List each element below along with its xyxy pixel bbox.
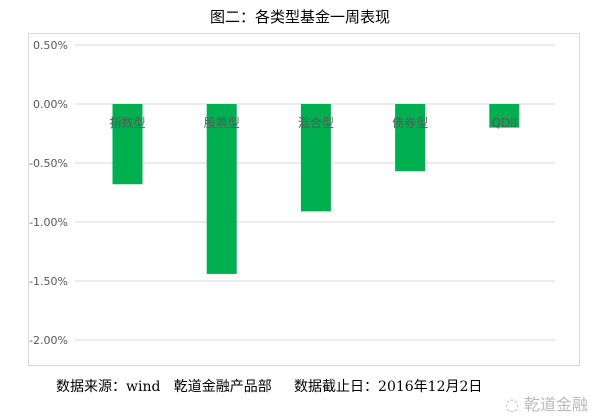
x-tick-label: QDII xyxy=(491,116,517,130)
bar-1 xyxy=(206,104,237,274)
y-tick-label: 0.50% xyxy=(33,39,68,52)
bar-4 xyxy=(489,104,520,128)
watermark-logo: ◌ 乾道金融 xyxy=(505,395,589,414)
y-tick-label: -1.00% xyxy=(29,216,68,229)
bar-3 xyxy=(395,104,426,172)
x-tick-label: 混合型 xyxy=(298,115,334,130)
y-tick-label: -1.50% xyxy=(29,275,68,288)
watermark-text: 乾道金融 xyxy=(524,395,589,414)
y-tick-label: 0.00% xyxy=(33,98,68,111)
chart-frame xyxy=(28,33,580,366)
x-tick-label: 指数型 xyxy=(109,115,145,130)
chart-title: 图二：各类型基金一周表现 xyxy=(209,8,390,26)
x-tick-label: 股票型 xyxy=(204,116,240,130)
x-tick-label: 债券型 xyxy=(392,115,428,130)
bar-0 xyxy=(112,104,143,185)
source-note: 数据来源：wind 乾道金融产品部 数据截止日：2016年12月2日 xyxy=(56,379,483,395)
y-tick-label: -0.50% xyxy=(29,157,68,170)
bar-2 xyxy=(300,104,331,212)
y-tick-label: -2.00% xyxy=(29,334,68,347)
